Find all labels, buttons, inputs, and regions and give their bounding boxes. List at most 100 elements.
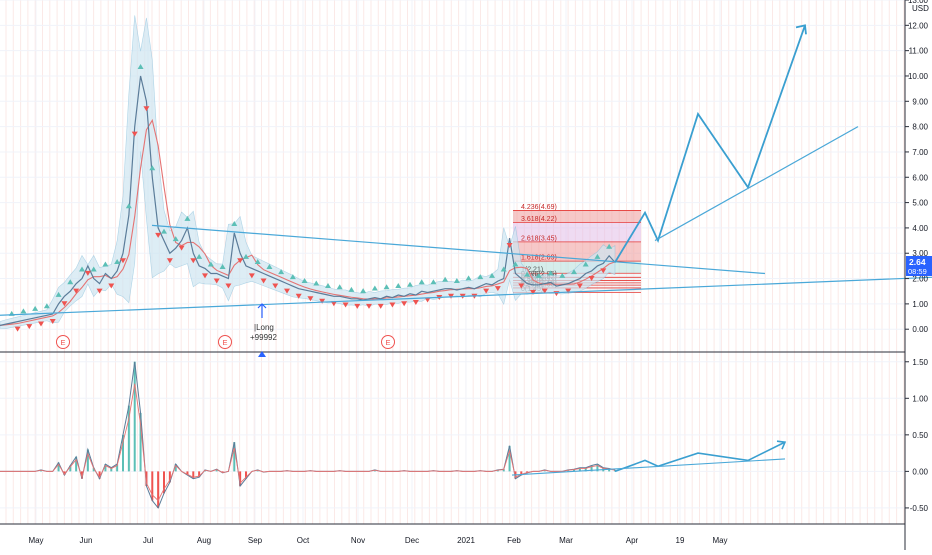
trend-line[interactable] [0,276,932,316]
sell-signal-icon[interactable] [260,278,267,284]
sell-signal-icon[interactable] [38,321,44,327]
buy-signal-icon[interactable] [571,269,577,275]
buy-signal-icon[interactable] [243,253,249,259]
sell-signal-icon[interactable] [272,283,279,289]
sell-signal-icon[interactable] [178,245,185,251]
sell-signal-icon[interactable] [248,273,255,279]
osc-projection-path[interactable] [614,441,786,473]
buy-signal-icon[interactable] [371,285,378,291]
buy-signal-icon[interactable] [90,266,97,272]
sell-signal-icon[interactable] [237,258,244,264]
sell-signal-icon[interactable] [213,278,220,284]
buy-signal-icon[interactable] [137,63,144,69]
buy-signal-icon[interactable] [524,271,531,277]
sell-signal-icon[interactable] [366,303,372,309]
price-badge[interactable]: 2.64 08:59 [906,256,932,276]
buy-signal-icon[interactable] [102,261,109,267]
buy-signal-icon[interactable] [348,286,355,292]
buy-signal-icon[interactable] [254,258,261,264]
oscillator-scale[interactable]: -0.50 0.00 0.50 1.00 1.50 [905,358,929,513]
earnings-event-icon[interactable] [218,335,232,349]
sell-signal-icon[interactable] [354,303,361,309]
sell-signal-icon[interactable] [14,326,21,332]
sell-signal-icon[interactable] [342,302,349,308]
buy-signal-icon[interactable] [547,270,554,276]
buy-signal-icon[interactable] [301,277,308,283]
sell-signal-icon[interactable] [588,275,595,281]
buy-signal-icon[interactable] [418,279,425,285]
buy-signal-icon[interactable] [407,281,413,287]
sell-signal-icon[interactable] [506,243,513,249]
sell-signal-icon[interactable] [518,283,525,289]
buy-signal-icon[interactable] [430,279,437,285]
sell-signal-icon[interactable] [120,258,126,264]
sell-signal-icon[interactable] [307,296,314,302]
price-line[interactable] [0,75,616,326]
buy-signal-icon[interactable] [535,272,542,278]
buy-signal-icon[interactable] [594,253,601,259]
sell-signal-icon[interactable] [448,293,454,299]
sell-signal-icon[interactable] [565,288,572,294]
sell-signal-icon[interactable] [530,289,536,295]
sell-signal-icon[interactable] [412,300,419,306]
buy-signal-icon[interactable] [161,228,167,234]
buy-signal-icon[interactable] [55,291,62,297]
sell-signal-icon[interactable] [26,324,33,330]
sell-signal-icon[interactable] [483,288,490,294]
buy-signal-icon[interactable] [383,284,390,290]
buy-signal-icon[interactable] [149,165,156,171]
buy-signal-icon[interactable] [395,283,402,289]
sell-signal-icon[interactable] [389,302,396,308]
buy-signal-icon[interactable] [32,305,39,311]
buy-signal-icon[interactable] [43,303,50,309]
buy-signal-icon[interactable] [442,276,449,282]
buy-signal-icon[interactable] [196,253,203,259]
buy-signal-icon[interactable] [582,261,589,267]
sell-signal-icon[interactable] [319,298,326,304]
sell-signal-icon[interactable] [108,283,115,289]
sell-signal-icon[interactable] [49,319,56,325]
buy-signal-icon[interactable] [125,203,132,209]
buy-signal-icon[interactable] [114,258,121,264]
buy-signal-icon[interactable] [313,280,320,286]
buy-signal-icon[interactable] [172,236,179,242]
sell-signal-icon[interactable] [61,301,68,307]
earnings-event-icon[interactable] [56,335,70,349]
buy-signal-icon[interactable] [266,264,273,270]
buy-signal-icon[interactable] [231,220,238,226]
buy-signal-icon[interactable] [20,308,27,314]
buy-signal-icon[interactable] [453,277,460,283]
price-scale[interactable]: 0.00 1.00 2.00 3.00 4.00 5.00 6.00 7.00 8.00 9.00… [905,0,929,334]
trend-line[interactable] [151,224,766,275]
sell-signal-icon[interactable] [190,258,197,264]
buy-signal-icon[interactable] [278,269,285,275]
buy-signal-icon[interactable] [512,261,519,267]
sell-signal-icon[interactable] [96,288,103,294]
sell-signal-icon[interactable] [84,270,91,276]
earnings-event-icon[interactable] [381,335,395,349]
osc-channel-line[interactable] [511,458,786,476]
buy-signal-icon[interactable] [500,266,507,272]
sell-signal-icon[interactable] [600,268,607,274]
sell-signal-icon[interactable] [494,286,501,292]
sell-signal-icon[interactable] [284,288,290,294]
sell-signal-icon[interactable] [202,273,208,279]
buy-signal-icon[interactable] [360,288,367,294]
buy-signal-icon[interactable] [289,274,296,280]
buy-signal-icon[interactable] [606,243,613,249]
sell-signal-icon[interactable] [424,297,431,303]
time-scale[interactable]: May Jun Jul Aug Sep Oct Nov Dec 2021 Feb Mar Apr 19 M… [28,536,727,545]
sell-signal-icon[interactable] [330,301,337,307]
buy-signal-icon[interactable] [489,272,495,278]
buy-signal-icon[interactable] [465,275,472,281]
buy-signal-icon[interactable] [336,284,343,290]
sell-signal-icon[interactable] [295,293,302,299]
buy-signal-icon[interactable] [559,272,566,278]
buy-signal-icon[interactable] [325,283,331,289]
sell-signal-icon[interactable] [401,301,408,307]
sell-signal-icon[interactable] [143,106,150,112]
sell-signal-icon[interactable] [73,288,80,294]
buy-signal-icon[interactable] [184,215,191,221]
